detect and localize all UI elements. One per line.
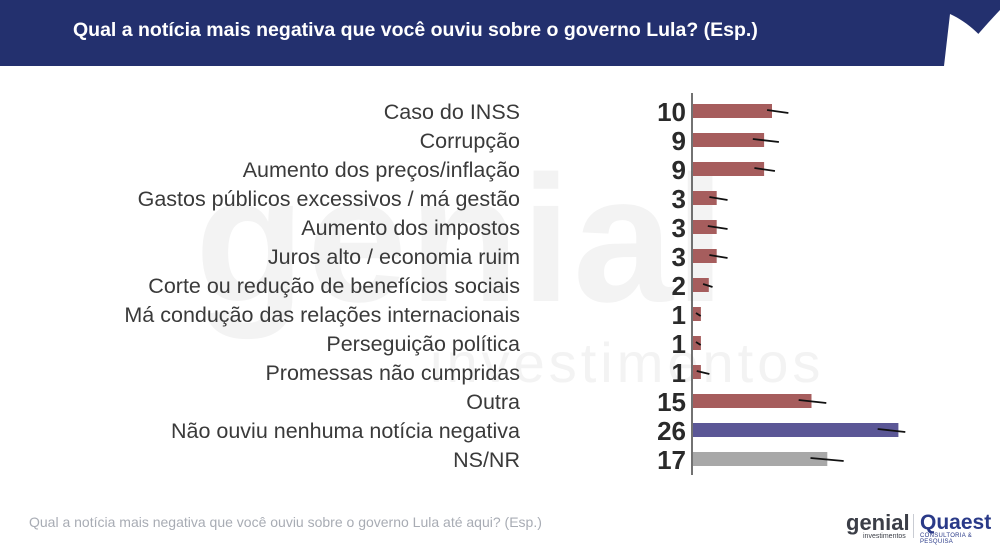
error-bar xyxy=(696,370,710,375)
error-bar xyxy=(709,254,728,259)
bar xyxy=(693,394,812,408)
error-bar xyxy=(810,457,844,462)
logo-separator xyxy=(913,514,914,538)
error-bar xyxy=(752,138,780,143)
value-label: 1 xyxy=(672,300,686,330)
error-bar xyxy=(702,283,713,288)
header-banner-shape xyxy=(0,0,1000,66)
category-label: Perseguição política xyxy=(326,332,520,356)
value-label: 3 xyxy=(672,184,686,214)
quaest-logo-sub: CONSULTORIA & PESQUISA xyxy=(920,533,973,545)
bar xyxy=(693,423,899,437)
value-label: 2 xyxy=(672,271,686,301)
error-bar xyxy=(695,341,702,346)
category-label: Corte ou redução de benefícios sociais xyxy=(148,274,520,298)
genial-logo-sub: investimentos xyxy=(863,533,906,540)
error-bar xyxy=(798,399,827,404)
value-label: 3 xyxy=(672,242,686,272)
category-label: Juros alto / economia ruim xyxy=(268,245,520,269)
category-label: Caso do INSS xyxy=(384,100,520,124)
error-bar xyxy=(754,167,776,172)
category-label: Aumento dos impostos xyxy=(301,216,520,240)
value-label: 3 xyxy=(672,213,686,243)
value-label: 1 xyxy=(672,329,686,359)
bar-chart: Caso do INSS 10 Corrupção 9 Aumento dos preç… xyxy=(124,93,906,475)
category-label: Gastos públicos excessivos / má gestão xyxy=(138,187,520,211)
watermark-logo-sub: investimentos xyxy=(430,331,825,394)
error-bar xyxy=(695,312,702,317)
category-label: Não ouviu nenhuma notícia negativa xyxy=(171,419,520,443)
category-label: NS/NR xyxy=(453,448,520,472)
category-label: Corrupção xyxy=(420,129,520,153)
value-label: 10 xyxy=(657,97,686,127)
category-label: Má condução das relações internacionais xyxy=(124,303,520,327)
bar xyxy=(693,191,717,205)
value-label: 9 xyxy=(672,155,686,185)
bar xyxy=(693,162,765,176)
value-label: 17 xyxy=(657,445,686,475)
genial-logo: genial xyxy=(846,510,910,535)
error-bar xyxy=(709,196,728,201)
error-bar xyxy=(766,109,789,114)
bar xyxy=(693,278,709,292)
bar xyxy=(693,249,717,263)
footer-question: Qual a notícia mais negativa que você ou… xyxy=(29,514,542,530)
value-label: 1 xyxy=(672,358,686,388)
page-title: Qual a notícia mais negativa que você ou… xyxy=(73,19,758,41)
bar xyxy=(693,104,772,118)
value-label: 15 xyxy=(657,387,686,417)
error-bar xyxy=(707,225,728,230)
category-label: Aumento dos preços/inflação xyxy=(243,158,520,182)
bar xyxy=(693,365,701,379)
watermark-logo: genial xyxy=(195,139,728,340)
value-label: 26 xyxy=(657,416,686,446)
bar xyxy=(693,133,765,147)
bar xyxy=(693,452,828,466)
quaest-logo: Quaest xyxy=(920,511,992,534)
value-label: 9 xyxy=(672,126,686,156)
category-label: Outra xyxy=(466,390,520,414)
header-banner: Qual a notícia mais negativa que você ou… xyxy=(0,0,1000,66)
category-label: Promessas não cumpridas xyxy=(265,361,520,385)
error-bar xyxy=(877,428,906,433)
bar xyxy=(693,220,717,234)
